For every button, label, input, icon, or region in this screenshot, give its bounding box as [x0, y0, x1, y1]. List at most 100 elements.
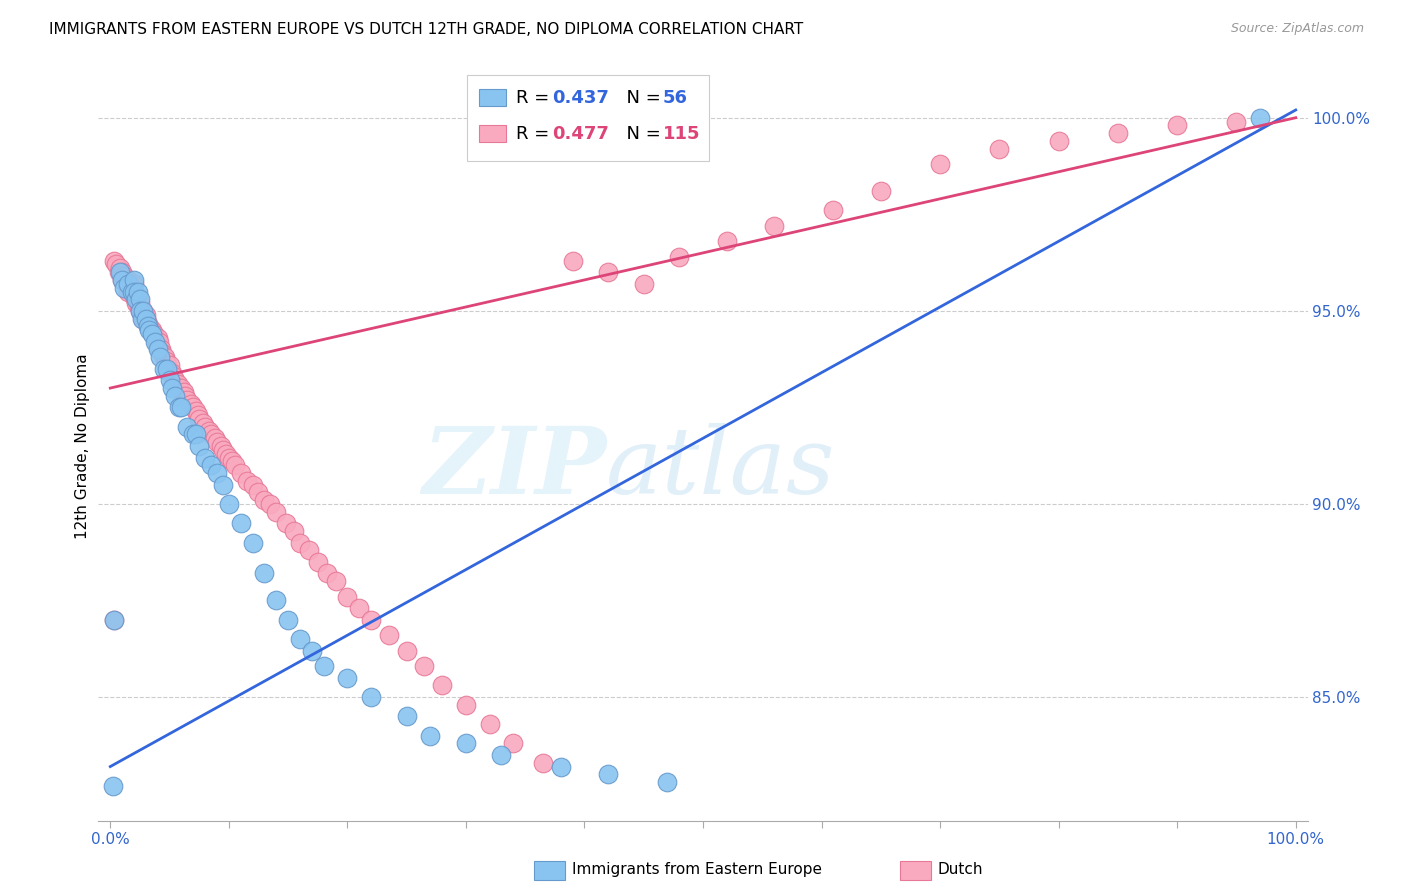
Point — [336, 671, 359, 685]
Bar — [479, 125, 506, 142]
Point — [145, 334, 167, 349]
Point — [181, 427, 204, 442]
Point — [125, 288, 148, 302]
Point — [869, 184, 891, 198]
Point — [336, 590, 359, 604]
Point — [128, 300, 150, 314]
Point — [121, 285, 143, 299]
Point — [143, 334, 166, 349]
Point — [1047, 134, 1070, 148]
Point — [633, 277, 655, 291]
Point — [127, 285, 149, 299]
Point — [136, 319, 159, 334]
Point — [124, 292, 146, 306]
Point — [125, 296, 148, 310]
Point — [204, 431, 226, 445]
Point — [197, 424, 219, 438]
Point — [657, 775, 679, 789]
Point — [142, 326, 165, 341]
Point — [218, 450, 240, 465]
Point — [229, 466, 252, 480]
Point — [200, 427, 222, 442]
Point — [146, 331, 169, 345]
Point — [101, 779, 124, 793]
Point — [167, 381, 190, 395]
Point — [122, 273, 145, 287]
Point — [135, 308, 157, 322]
Point — [259, 497, 281, 511]
Point — [129, 303, 152, 318]
Point — [155, 354, 177, 368]
Text: ZIP: ZIP — [422, 424, 606, 514]
Point — [229, 516, 252, 531]
Point — [149, 343, 172, 357]
Point — [105, 257, 128, 271]
Point — [395, 709, 418, 723]
Point — [111, 273, 134, 287]
Point — [129, 303, 152, 318]
Point — [156, 358, 179, 372]
Point — [132, 303, 155, 318]
Point — [307, 555, 329, 569]
Text: N =: N = — [614, 88, 666, 106]
Point — [277, 613, 299, 627]
Point — [135, 311, 157, 326]
Point — [1249, 111, 1271, 125]
Point — [264, 505, 287, 519]
Point — [117, 273, 139, 287]
Point — [288, 535, 311, 549]
Point — [146, 343, 169, 357]
Point — [114, 273, 136, 287]
Point — [131, 308, 153, 322]
Point — [454, 736, 477, 750]
Point — [141, 326, 163, 341]
Point — [129, 292, 152, 306]
Point — [1107, 126, 1129, 140]
Point — [136, 319, 159, 334]
Text: Immigrants from Eastern Europe: Immigrants from Eastern Europe — [572, 863, 823, 877]
Point — [176, 419, 198, 434]
Point — [360, 613, 382, 627]
Point — [122, 285, 145, 299]
Point — [117, 285, 139, 299]
Point — [395, 643, 418, 657]
Point — [419, 729, 441, 743]
Point — [184, 427, 207, 442]
Point — [143, 331, 166, 345]
Point — [312, 659, 335, 673]
Point — [242, 535, 264, 549]
Point — [491, 747, 513, 762]
Point — [150, 343, 173, 357]
Point — [152, 350, 174, 364]
Point — [122, 285, 145, 299]
Point — [122, 277, 145, 291]
Point — [129, 296, 152, 310]
Point — [152, 361, 174, 376]
Point — [132, 303, 155, 318]
Point — [432, 678, 454, 692]
Point — [247, 485, 270, 500]
Point — [176, 392, 198, 407]
Point — [160, 381, 183, 395]
Point — [200, 458, 222, 473]
Point — [598, 767, 620, 781]
Point — [174, 389, 197, 403]
Point — [160, 366, 183, 380]
Text: 0.437: 0.437 — [551, 88, 609, 106]
Point — [153, 350, 176, 364]
Point — [111, 273, 134, 287]
Point — [716, 235, 738, 249]
Point — [988, 142, 1011, 156]
Point — [209, 439, 232, 453]
Point — [143, 326, 166, 341]
Point — [454, 698, 477, 712]
Point — [181, 401, 204, 415]
Point — [114, 268, 136, 283]
Point — [146, 338, 169, 352]
Point — [221, 454, 243, 468]
Point — [135, 311, 157, 326]
Point — [114, 280, 136, 294]
Point — [550, 759, 572, 773]
Point — [235, 474, 257, 488]
Point — [188, 439, 211, 453]
